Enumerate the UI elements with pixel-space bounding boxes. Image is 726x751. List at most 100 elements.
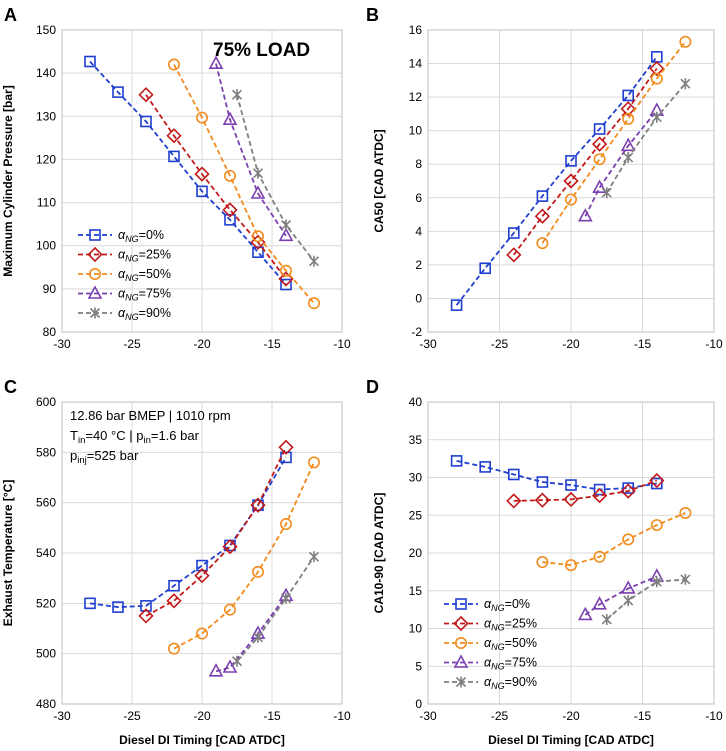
x-tick-label: -30 bbox=[53, 709, 71, 723]
data-point bbox=[534, 208, 551, 224]
data-point bbox=[650, 477, 663, 490]
x-tick-label: -15 bbox=[263, 709, 281, 723]
data-point bbox=[565, 479, 577, 491]
data-point bbox=[506, 493, 522, 509]
data-point bbox=[622, 112, 635, 125]
series-4 bbox=[601, 78, 691, 199]
y-tick-label: 600 bbox=[36, 395, 56, 409]
y-tick-label: 100 bbox=[36, 239, 56, 253]
data-point bbox=[649, 472, 665, 489]
legend-marker bbox=[454, 636, 467, 649]
x-tick-label: -25 bbox=[491, 337, 509, 351]
x-tick-label: -30 bbox=[419, 709, 437, 723]
data-point bbox=[252, 230, 265, 243]
data-point bbox=[280, 278, 292, 291]
series-line bbox=[145, 94, 287, 280]
y-tick-label: 110 bbox=[37, 196, 56, 210]
y-tick-label: 30 bbox=[409, 471, 423, 485]
y-tick-label: 500 bbox=[36, 647, 56, 661]
data-point bbox=[280, 219, 292, 231]
y-tick-label: 10 bbox=[409, 622, 423, 636]
data-point bbox=[224, 169, 237, 182]
legend-marker bbox=[89, 229, 101, 241]
series-3 bbox=[577, 102, 665, 222]
data-point bbox=[507, 468, 520, 481]
annotation-line: pinj=525 bar bbox=[70, 448, 139, 466]
x-tick-label: -20 bbox=[193, 709, 211, 723]
data-point bbox=[168, 579, 180, 592]
y-tick-label: -2 bbox=[411, 325, 422, 339]
legend-label: αNG=75% bbox=[118, 287, 171, 303]
data-point bbox=[536, 556, 549, 569]
data-point bbox=[601, 187, 612, 199]
y-axis-label: Exhaust Temperature [°C] bbox=[1, 480, 15, 627]
data-point bbox=[680, 573, 691, 585]
data-point bbox=[279, 518, 292, 531]
data-point bbox=[308, 255, 320, 267]
panel-letter: B bbox=[366, 5, 379, 25]
y-tick-label: 6 bbox=[415, 191, 422, 205]
y-tick-label: 520 bbox=[36, 596, 56, 610]
operating-conditions-annotation: 12.86 bar BMEP | 1010 rpm Tin=40 °C | pin… bbox=[70, 408, 231, 466]
data-point bbox=[620, 580, 636, 594]
data-point bbox=[168, 58, 181, 71]
series-2 bbox=[536, 35, 692, 250]
series-line bbox=[584, 109, 658, 217]
legend-label: αNG=90% bbox=[484, 675, 537, 691]
data-point bbox=[593, 153, 606, 166]
series-line bbox=[541, 41, 687, 244]
data-point bbox=[166, 593, 182, 609]
data-point bbox=[563, 491, 579, 508]
data-point bbox=[196, 111, 209, 124]
series-line bbox=[455, 56, 658, 306]
series-3 bbox=[208, 55, 294, 242]
plot-frame bbox=[61, 401, 343, 705]
y-tick-label: 5 bbox=[415, 659, 422, 673]
data-point bbox=[591, 136, 608, 152]
data-point bbox=[112, 601, 124, 613]
y-axis-label: CA50 [CAD ATDC] bbox=[372, 129, 386, 232]
x-tick-label: -10 bbox=[333, 709, 351, 723]
data-point bbox=[563, 173, 579, 189]
series-0 bbox=[450, 51, 663, 311]
y-tick-label: 20 bbox=[409, 546, 423, 560]
y-tick-label: 0 bbox=[415, 697, 422, 711]
data-point bbox=[222, 659, 238, 673]
legend-marker bbox=[87, 246, 103, 263]
y-tick-label: 10 bbox=[409, 124, 423, 138]
y-tick-label: 130 bbox=[36, 109, 56, 123]
series-4 bbox=[231, 89, 320, 267]
x-tick-label: -20 bbox=[562, 709, 580, 723]
legend-marker bbox=[87, 285, 103, 299]
data-point bbox=[168, 642, 181, 655]
data-point bbox=[623, 595, 634, 607]
y-tick-label: 15 bbox=[409, 584, 423, 598]
y-tick-label: 120 bbox=[36, 152, 56, 166]
panel-letter: A bbox=[4, 5, 17, 25]
panel-letter: D bbox=[366, 377, 379, 397]
series-0 bbox=[84, 55, 292, 291]
legend-label: αNG=90% bbox=[118, 306, 171, 322]
series-line bbox=[215, 595, 287, 673]
legend-label: αNG=0% bbox=[118, 228, 164, 244]
y-tick-label: 140 bbox=[36, 66, 56, 80]
legend-marker bbox=[453, 654, 469, 668]
data-point bbox=[479, 262, 492, 275]
series-line bbox=[89, 456, 287, 609]
x-tick-label: -25 bbox=[123, 709, 141, 723]
x-tick-label: -20 bbox=[562, 337, 580, 351]
data-point bbox=[651, 111, 662, 123]
data-point bbox=[623, 152, 634, 164]
data-point bbox=[140, 115, 152, 128]
series-0 bbox=[450, 455, 663, 496]
y-tick-label: 4 bbox=[415, 224, 422, 238]
data-point bbox=[307, 297, 320, 310]
data-point bbox=[278, 227, 294, 242]
x-tick-label: -15 bbox=[263, 337, 281, 351]
legend-marker bbox=[455, 676, 467, 688]
legend: αNG=0% αNG=25% αNG=50% αNG=75% αNG=90% bbox=[78, 228, 171, 322]
y-tick-label: 16 bbox=[409, 23, 423, 37]
data-point bbox=[222, 539, 238, 555]
y-tick-label: 0 bbox=[415, 291, 422, 305]
